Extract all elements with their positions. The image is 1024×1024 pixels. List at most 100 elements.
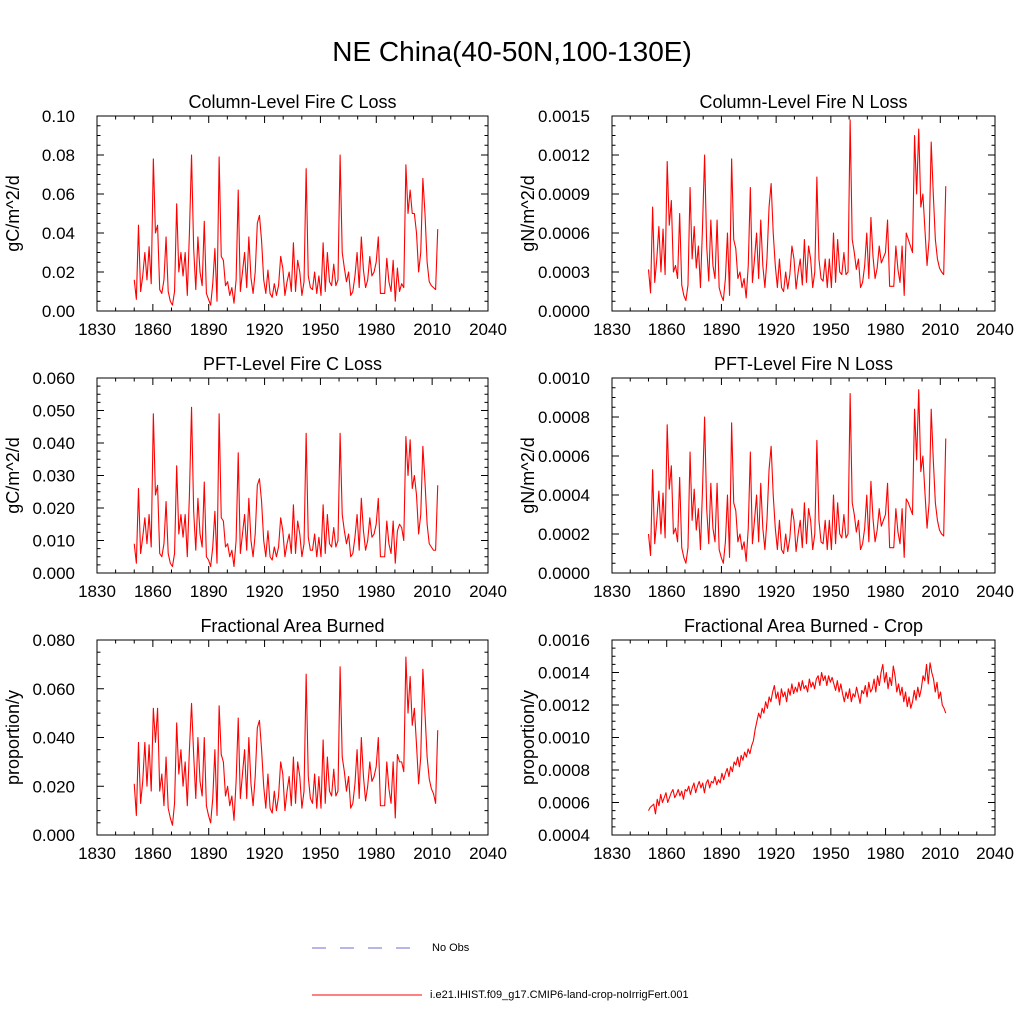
x-tick-label: 1920 <box>246 320 284 339</box>
y-tick-label: 0.0008 <box>538 761 590 780</box>
plot-frame <box>611 639 996 836</box>
x-tick-label: 2040 <box>469 320 507 339</box>
x-tick-label: 1920 <box>757 582 795 601</box>
panel-title: PFT-Level Fire N Loss <box>714 354 893 374</box>
y-tick-label: 0.0010 <box>538 729 590 748</box>
panel-title: Column-Level Fire N Loss <box>699 92 907 112</box>
x-tick-label: 1890 <box>703 844 741 863</box>
y-tick-label: 0.0006 <box>538 794 590 813</box>
x-tick-label: 1890 <box>703 320 741 339</box>
y-tick-label: 0.0010 <box>538 369 590 388</box>
x-tick-label: 1860 <box>134 320 172 339</box>
series-line <box>133 154 439 306</box>
y-tick-label: 0.0009 <box>538 185 590 204</box>
y-tick-label: 0.080 <box>32 631 75 650</box>
panel-title: Fractional Area Burned - Crop <box>684 616 923 636</box>
x-tick-label: 1890 <box>190 582 228 601</box>
y-tick-label: 0.050 <box>32 402 75 421</box>
x-tick-label: 1980 <box>867 844 905 863</box>
x-tick-label: 2010 <box>921 844 959 863</box>
y-tick-label: 0.010 <box>32 532 75 551</box>
plot-frame <box>611 377 996 574</box>
y-tick-label: 0.000 <box>32 826 75 845</box>
x-tick-label: 1980 <box>357 320 395 339</box>
y-tick-label: 0.0006 <box>538 447 590 466</box>
x-tick-label: 1860 <box>134 844 172 863</box>
y-tick-label: 0.0015 <box>538 107 590 126</box>
legend-run: i.e21.IHIST.f09_g17.CMIP6-land-crop-noIr… <box>312 988 812 1004</box>
x-tick-label: 1950 <box>812 844 850 863</box>
panel-title: Fractional Area Burned <box>200 616 384 636</box>
series-line <box>647 119 947 302</box>
x-tick-label: 1920 <box>757 844 795 863</box>
legend-no-obs: No Obs <box>312 941 612 957</box>
x-tick-label: 1920 <box>246 582 284 601</box>
x-tick-label: 1950 <box>812 320 850 339</box>
legend-dash-swatch <box>312 947 418 949</box>
x-tick-label: 1830 <box>593 320 631 339</box>
series-line <box>647 389 947 564</box>
y-axis-label: gN/m^2/d <box>518 437 538 513</box>
y-tick-label: 0.0000 <box>538 302 590 321</box>
y-tick-label: 0.04 <box>42 224 75 243</box>
legend-run-label: i.e21.IHIST.f09_g17.CMIP6-land-crop-noIr… <box>430 989 689 1001</box>
y-tick-label: 0.0004 <box>538 486 590 505</box>
x-tick-label: 2040 <box>469 582 507 601</box>
x-tick-label: 2040 <box>976 582 1014 601</box>
chart-panel-2: Column-Level Fire N Loss 1830 1860 1890 1920… <box>518 92 1014 339</box>
y-tick-label: 0.08 <box>42 146 75 165</box>
chart-panel-4: PFT-Level Fire N Loss 1830 1860 1890 1920 195… <box>518 354 1014 601</box>
y-tick-label: 0.020 <box>32 777 75 796</box>
y-tick-label: 0.02 <box>42 263 75 282</box>
y-tick-label: 0.040 <box>32 729 75 748</box>
series-line <box>133 656 439 826</box>
x-tick-label: 1980 <box>357 844 395 863</box>
legend-line-swatch <box>312 994 422 996</box>
x-tick-label: 1830 <box>593 844 631 863</box>
x-tick-label: 1980 <box>357 582 395 601</box>
x-tick-label: 1920 <box>757 320 795 339</box>
legend-no-obs-label: No Obs <box>432 942 470 954</box>
y-tick-label: 0.06 <box>42 185 75 204</box>
plot-frame <box>611 115 996 312</box>
y-tick-label: 0.0012 <box>538 696 590 715</box>
y-tick-label: 0.10 <box>42 107 75 126</box>
y-tick-label: 0.00 <box>42 302 75 321</box>
x-tick-label: 2010 <box>921 320 959 339</box>
y-tick-label: 0.060 <box>32 680 75 699</box>
x-tick-label: 1830 <box>593 582 631 601</box>
x-tick-label: 1860 <box>648 844 686 863</box>
y-tick-label: 0.0012 <box>538 146 590 165</box>
x-tick-label: 1830 <box>78 844 116 863</box>
panel-title: PFT-Level Fire C Loss <box>203 354 382 374</box>
x-tick-label: 1980 <box>867 320 905 339</box>
y-tick-label: 0.0000 <box>538 564 590 583</box>
x-tick-label: 1860 <box>648 320 686 339</box>
y-tick-label: 0.0006 <box>538 224 590 243</box>
y-axis-label: gC/m^2/d <box>3 437 23 513</box>
x-tick-label: 1950 <box>302 844 340 863</box>
x-tick-label: 2040 <box>976 320 1014 339</box>
y-tick-label: 0.040 <box>32 434 75 453</box>
y-tick-label: 0.020 <box>32 499 75 518</box>
y-tick-label: 0.0003 <box>538 263 590 282</box>
y-axis-label: gC/m^2/d <box>3 175 23 251</box>
x-tick-label: 1890 <box>703 582 741 601</box>
page-title: NE China(40-50N,100-130E) <box>332 36 692 67</box>
x-tick-label: 1890 <box>190 844 228 863</box>
y-tick-label: 0.0016 <box>538 631 590 650</box>
x-tick-label: 2010 <box>413 844 451 863</box>
x-tick-label: 1950 <box>302 320 340 339</box>
x-tick-label: 2010 <box>921 582 959 601</box>
series-line <box>133 406 439 568</box>
y-axis-label: gN/m^2/d <box>518 175 538 251</box>
x-tick-label: 1890 <box>190 320 228 339</box>
x-tick-label: 2040 <box>469 844 507 863</box>
x-tick-label: 1950 <box>812 582 850 601</box>
x-tick-label: 1920 <box>246 844 284 863</box>
x-tick-label: 1830 <box>78 582 116 601</box>
y-tick-label: 0.000 <box>32 564 75 583</box>
x-tick-label: 1860 <box>134 582 172 601</box>
chart-panel-1: Column-Level Fire C Loss 1830 1860 1890 1920… <box>3 92 507 339</box>
y-tick-label: 0.060 <box>32 369 75 388</box>
